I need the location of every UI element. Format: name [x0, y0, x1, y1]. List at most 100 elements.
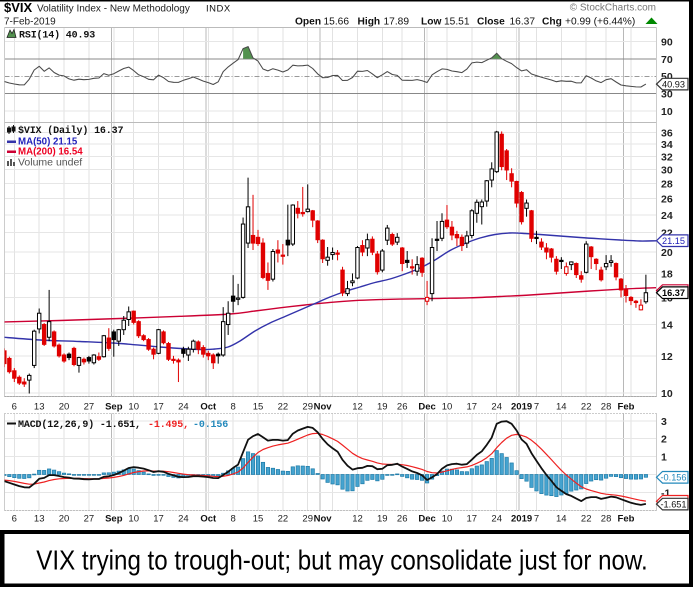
svg-text:Dec: Dec — [418, 402, 435, 413]
svg-text:22: 22 — [278, 514, 289, 525]
svg-text:30: 30 — [661, 89, 673, 101]
svg-text:24: 24 — [491, 402, 502, 413]
svg-text:19: 19 — [377, 402, 388, 413]
svg-text:7: 7 — [534, 402, 539, 413]
svg-text:15: 15 — [253, 514, 264, 525]
svg-text:18: 18 — [661, 268, 673, 280]
svg-text:12: 12 — [352, 402, 363, 413]
svg-text:27: 27 — [84, 514, 95, 525]
svg-text:16.37: 16.37 — [662, 288, 685, 298]
svg-text:36: 36 — [661, 128, 673, 140]
svg-text:30: 30 — [661, 165, 673, 177]
svg-text:Volume undef: Volume undef — [18, 157, 82, 169]
svg-text:20: 20 — [59, 514, 70, 525]
svg-text:Nov: Nov — [314, 514, 333, 525]
svg-text:32: 32 — [661, 152, 673, 164]
svg-text:MACD(12,26,9) -1.651,: MACD(12,26,9) -1.651, — [18, 419, 141, 431]
svg-text:INDX: INDX — [206, 4, 231, 15]
svg-text:10: 10 — [661, 106, 673, 118]
svg-text:70: 70 — [661, 54, 673, 66]
svg-text:-0.156: -0.156 — [193, 420, 228, 431]
svg-text:-0.156: -0.156 — [660, 473, 686, 483]
svg-text:15.51: 15.51 — [444, 17, 470, 28]
svg-text:2019: 2019 — [511, 402, 532, 413]
svg-text:26: 26 — [397, 402, 408, 413]
svg-text:22: 22 — [581, 514, 592, 525]
svg-text:13: 13 — [34, 514, 45, 525]
svg-text:Volatility Index - New Methodo: Volatility Index - New Methodology — [37, 4, 190, 15]
svg-text:10: 10 — [128, 402, 139, 413]
svg-text:24: 24 — [661, 210, 673, 222]
svg-text:3: 3 — [661, 416, 667, 428]
svg-text:21.15: 21.15 — [662, 236, 685, 246]
svg-text:12: 12 — [661, 351, 673, 363]
svg-text:17.89: 17.89 — [384, 17, 410, 28]
svg-text:Sep: Sep — [105, 402, 123, 413]
svg-text:$VIX (Daily) 16.37: $VIX (Daily) 16.37 — [18, 125, 123, 137]
svg-text:-1.651: -1.651 — [660, 499, 686, 509]
svg-text:24: 24 — [491, 514, 502, 525]
svg-text:-1.495,: -1.495, — [148, 420, 189, 431]
svg-text:28: 28 — [601, 514, 612, 525]
svg-text:22: 22 — [661, 228, 673, 240]
svg-text:8: 8 — [230, 514, 235, 525]
svg-text:26: 26 — [397, 514, 408, 525]
svg-text:20: 20 — [59, 402, 70, 413]
svg-text:Low: Low — [421, 17, 441, 28]
svg-text:Chg: Chg — [542, 17, 562, 28]
svg-text:14: 14 — [661, 320, 673, 332]
svg-text:Close: Close — [477, 17, 505, 28]
svg-text:Sep: Sep — [105, 514, 123, 525]
svg-text:VIX trying to trough-out; but: VIX trying to trough-out; but may consol… — [36, 544, 647, 576]
svg-text:10: 10 — [442, 402, 453, 413]
svg-text:15.66: 15.66 — [324, 17, 350, 28]
svg-text:17: 17 — [153, 514, 164, 525]
svg-text:Oct: Oct — [200, 402, 217, 413]
svg-text:2019: 2019 — [511, 514, 532, 525]
svg-text:16.37: 16.37 — [510, 17, 536, 28]
svg-text:19: 19 — [377, 514, 388, 525]
svg-text:14: 14 — [556, 402, 567, 413]
svg-text:Feb: Feb — [618, 514, 635, 525]
svg-text:Dec: Dec — [418, 514, 435, 525]
svg-text:-1: -1 — [661, 487, 670, 499]
svg-text:40.93: 40.93 — [662, 79, 685, 89]
svg-text:13: 13 — [34, 402, 45, 413]
svg-text:10: 10 — [661, 388, 673, 400]
svg-text:$VIX: $VIX — [4, 0, 33, 15]
svg-text:34: 34 — [661, 139, 673, 151]
svg-text:22: 22 — [278, 402, 289, 413]
svg-text:High: High — [358, 17, 381, 28]
svg-text:29: 29 — [302, 514, 313, 525]
svg-text:8: 8 — [230, 402, 235, 413]
svg-text:22: 22 — [581, 402, 592, 413]
svg-text:29: 29 — [302, 402, 313, 413]
svg-text:7-Feb-2019: 7-Feb-2019 — [4, 17, 56, 28]
svg-text:MA(50) 21.15: MA(50) 21.15 — [18, 137, 78, 148]
svg-text:Feb: Feb — [618, 402, 635, 413]
svg-text:MA(200) 16.54: MA(200) 16.54 — [18, 147, 83, 158]
svg-text:17: 17 — [467, 514, 478, 525]
svg-text:20: 20 — [661, 247, 673, 259]
svg-text:RSI(14) 40.93: RSI(14) 40.93 — [19, 30, 95, 42]
svg-text:10: 10 — [442, 514, 453, 525]
svg-text:6: 6 — [12, 514, 17, 525]
svg-text:27: 27 — [84, 402, 95, 413]
svg-text:14: 14 — [556, 514, 567, 525]
svg-text:17: 17 — [467, 402, 478, 413]
svg-text:Nov: Nov — [314, 402, 333, 413]
svg-text:Oct: Oct — [200, 514, 217, 525]
svg-text:Open: Open — [295, 17, 321, 28]
svg-text:24: 24 — [178, 402, 189, 413]
svg-text:2: 2 — [661, 434, 667, 446]
svg-text:24: 24 — [178, 514, 189, 525]
svg-text:15: 15 — [253, 402, 264, 413]
svg-text:© StockCharts.com: © StockCharts.com — [570, 3, 656, 14]
svg-text:12: 12 — [352, 514, 363, 525]
svg-text:26: 26 — [661, 194, 673, 206]
svg-text:10: 10 — [128, 514, 139, 525]
svg-text:1: 1 — [661, 452, 667, 464]
svg-text:50: 50 — [661, 71, 673, 83]
svg-text:17: 17 — [153, 402, 164, 413]
svg-text:90: 90 — [661, 36, 673, 48]
